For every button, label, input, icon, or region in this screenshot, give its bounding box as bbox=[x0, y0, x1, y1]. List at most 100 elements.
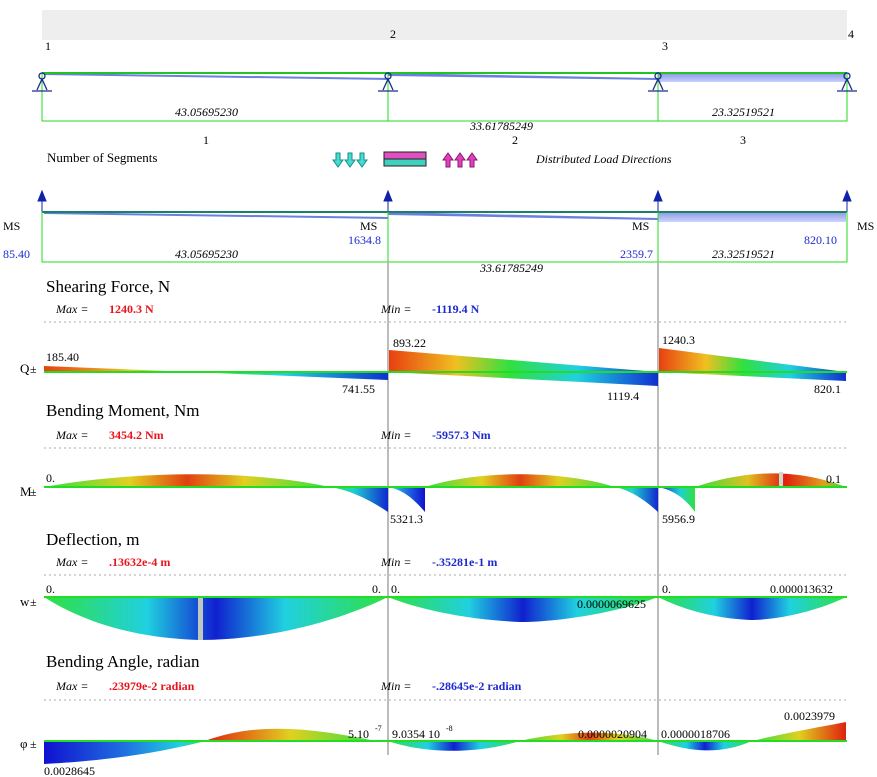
span-box-3 bbox=[657, 72, 848, 122]
moment-label-3: 5956.9 bbox=[662, 512, 695, 526]
result-span-length-3: 23.32519521 bbox=[712, 247, 775, 261]
deflection-max-value: .13632e-4 m bbox=[109, 555, 170, 569]
deflection-max-label: Max = bbox=[55, 555, 88, 569]
moment-dip-2b bbox=[615, 487, 658, 512]
segment-number-2: 2 bbox=[512, 133, 518, 147]
angle-label-2: 5.10 bbox=[348, 727, 369, 741]
shear-min-label: Min = bbox=[380, 302, 411, 316]
shear-label-6: 820.1 bbox=[814, 382, 841, 396]
distributed-load-directions-label: Distributed Load Directions bbox=[535, 152, 672, 166]
angle-label-4: 0.0000020904 bbox=[578, 727, 647, 741]
moment-max-value: 3454.2 Nm bbox=[109, 428, 164, 442]
support-guide-lines bbox=[387, 262, 659, 755]
moment-dip-2a bbox=[388, 487, 425, 512]
moment-label-1: 0. bbox=[46, 471, 55, 485]
deflection-valley-2 bbox=[388, 597, 658, 622]
angle-min-label: Min = bbox=[380, 679, 411, 693]
moment-min-label: Min = bbox=[380, 428, 411, 442]
pin-support-1 bbox=[32, 72, 52, 92]
angle-area-2b bbox=[520, 732, 658, 741]
node-number-1: 1 bbox=[45, 39, 51, 53]
shear-axis-sign: ± bbox=[30, 362, 37, 376]
reaction-value-4: 820.10 bbox=[804, 233, 837, 247]
moment-dip-1 bbox=[330, 487, 388, 512]
moment-hump-2 bbox=[425, 474, 615, 487]
deflection-label-2: 0. bbox=[372, 582, 381, 596]
deflection-label-6: 0.000013632 bbox=[770, 582, 833, 596]
deflection-min-marker bbox=[198, 597, 203, 640]
shear-label-2: 741.55 bbox=[342, 382, 375, 396]
span-box-2 bbox=[387, 72, 659, 122]
deflection-axis-symbol: w bbox=[20, 594, 30, 609]
load-up-arrows-icon[interactable] bbox=[442, 152, 478, 168]
moment-hump-1 bbox=[44, 474, 330, 487]
moment-max-label: Max = bbox=[55, 428, 88, 442]
pin-support-4 bbox=[837, 72, 857, 92]
segment-number-3: 3 bbox=[740, 133, 746, 147]
node-number-3: 3 bbox=[662, 39, 668, 53]
beam-header-band bbox=[42, 10, 847, 40]
shear-title: Shearing Force, N bbox=[46, 277, 170, 296]
deflection-label-4: 0.0000069625 bbox=[577, 597, 646, 611]
moment-title: Bending Moment, Nm bbox=[46, 401, 199, 420]
span-length-3: 23.32519521 bbox=[712, 105, 775, 119]
deflection-label-1: 0. bbox=[46, 582, 55, 596]
load-orientation-icon[interactable] bbox=[383, 151, 427, 167]
moment-label-2: 5321.3 bbox=[390, 512, 423, 526]
result-span-box-2 bbox=[387, 211, 659, 263]
reaction-value-1: 85.40 bbox=[3, 247, 30, 261]
shear-max-value: 1240.3 N bbox=[109, 302, 154, 316]
shear-label-4: 1119.4 bbox=[607, 389, 639, 403]
moment-axis-symbol: M bbox=[20, 484, 32, 499]
number-of-segments-label: Number of Segments bbox=[47, 150, 157, 165]
pin-support-2 bbox=[378, 72, 398, 92]
result-load-3 bbox=[658, 212, 846, 222]
angle-label-5: 0.0000018706 bbox=[661, 727, 730, 741]
angle-area-1b bbox=[205, 728, 376, 741]
deflection-label-5: 0. bbox=[662, 582, 671, 596]
support-pins bbox=[32, 72, 857, 92]
angle-max-label: Max = bbox=[55, 679, 88, 693]
angle-area-1a bbox=[44, 741, 205, 764]
angle-label-2-exp: -7 bbox=[375, 724, 382, 733]
load-down-arrows-icon[interactable] bbox=[332, 152, 368, 168]
reaction-arrow-2 bbox=[383, 189, 393, 212]
result-span-length-1: 43.05695230 bbox=[175, 247, 238, 261]
support-label-1: MS bbox=[3, 219, 20, 233]
support-label-2: MS bbox=[360, 219, 377, 233]
span-length-1: 43.05695230 bbox=[175, 105, 238, 119]
shear-label-5: 1240.3 bbox=[662, 333, 695, 347]
support-label-3: MS bbox=[632, 219, 649, 233]
moment-label-4: 0.1 bbox=[826, 472, 841, 486]
angle-area-3b bbox=[752, 722, 846, 741]
reaction-value-3: 2359.7 bbox=[620, 247, 653, 261]
shear-axis-symbol: Q bbox=[20, 361, 30, 376]
span-length-2: 33.61785249 bbox=[469, 119, 533, 133]
deflection-valley-3 bbox=[658, 597, 846, 620]
reaction-arrow-4 bbox=[842, 189, 852, 212]
angle-title: Bending Angle, radian bbox=[46, 652, 200, 671]
deflection-axis-sign: ± bbox=[30, 595, 37, 609]
deflection-valley-1 bbox=[44, 597, 388, 640]
angle-min-value: -.28645e-2 radian bbox=[432, 679, 522, 693]
angle-axis-sign: ± bbox=[30, 737, 37, 751]
angle-area-2a bbox=[388, 741, 520, 751]
deflection-min-value: -.35281e-1 m bbox=[432, 555, 497, 569]
moment-max-marker bbox=[779, 472, 783, 487]
shear-area-3 bbox=[659, 348, 846, 381]
node-number-4: 4 bbox=[848, 27, 854, 41]
result-load-1 bbox=[44, 212, 388, 219]
angle-axis-symbol: φ bbox=[20, 736, 28, 751]
moment-axis-sign: ± bbox=[30, 485, 37, 499]
result-span-length-2: 33.61785249 bbox=[479, 261, 543, 275]
node-number-2: 2 bbox=[390, 27, 396, 41]
deflection-title: Deflection, m bbox=[46, 530, 139, 549]
reaction-value-2: 1634.8 bbox=[348, 233, 381, 247]
angle-max-value: .23979e-2 radian bbox=[109, 679, 195, 693]
shear-max-label: Max = bbox=[55, 302, 88, 316]
reaction-arrow-3 bbox=[653, 189, 663, 212]
moment-dip-3a bbox=[658, 487, 695, 512]
reaction-arrows bbox=[37, 189, 852, 212]
shear-label-3: 893.22 bbox=[393, 336, 426, 350]
angle-label-3: 9.0354 10 bbox=[392, 727, 440, 741]
